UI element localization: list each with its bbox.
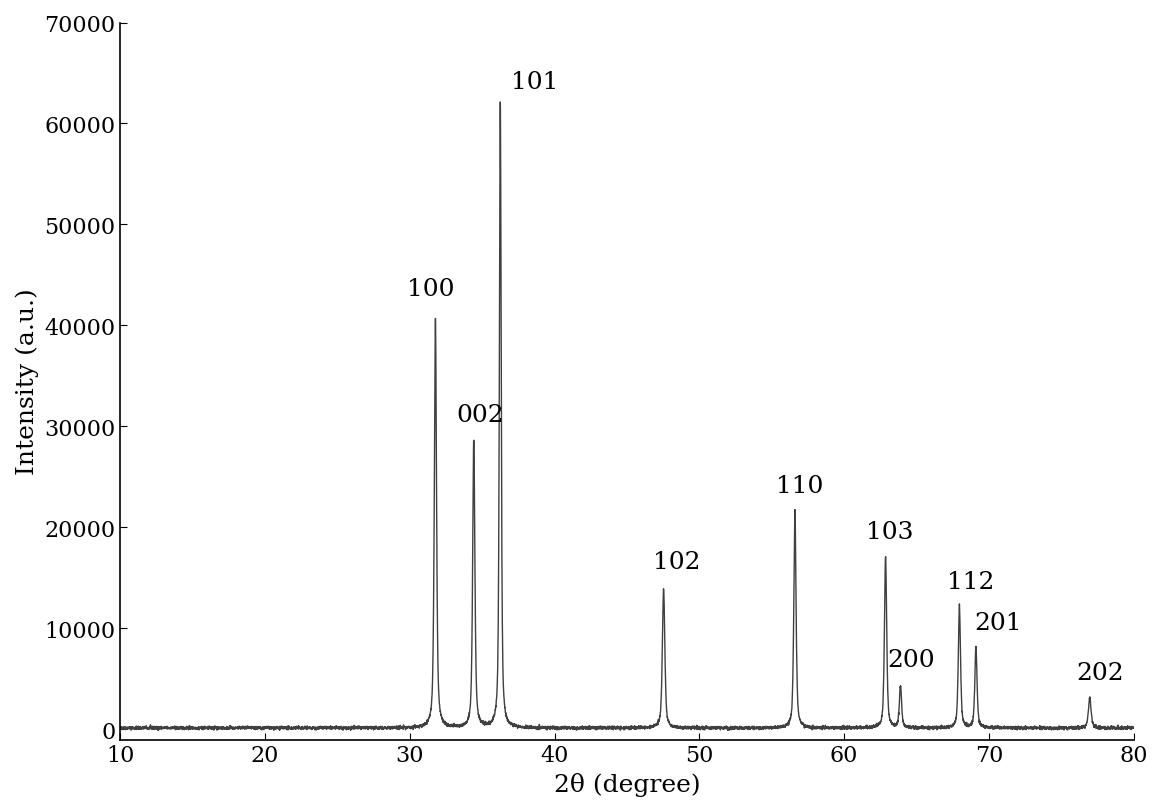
Text: 201: 201 <box>975 611 1022 633</box>
Text: 103: 103 <box>866 520 913 543</box>
Text: 110: 110 <box>776 474 823 498</box>
Text: 200: 200 <box>887 648 935 671</box>
Text: 002: 002 <box>456 404 504 427</box>
Text: 202: 202 <box>1076 661 1123 684</box>
Text: 100: 100 <box>407 278 455 301</box>
Y-axis label: Intensity (a.u.): Intensity (a.u.) <box>15 289 38 474</box>
Text: 112: 112 <box>947 570 994 594</box>
Text: 102: 102 <box>654 550 700 573</box>
Text: 101: 101 <box>512 71 558 94</box>
X-axis label: 2θ (degree): 2θ (degree) <box>554 772 700 796</box>
